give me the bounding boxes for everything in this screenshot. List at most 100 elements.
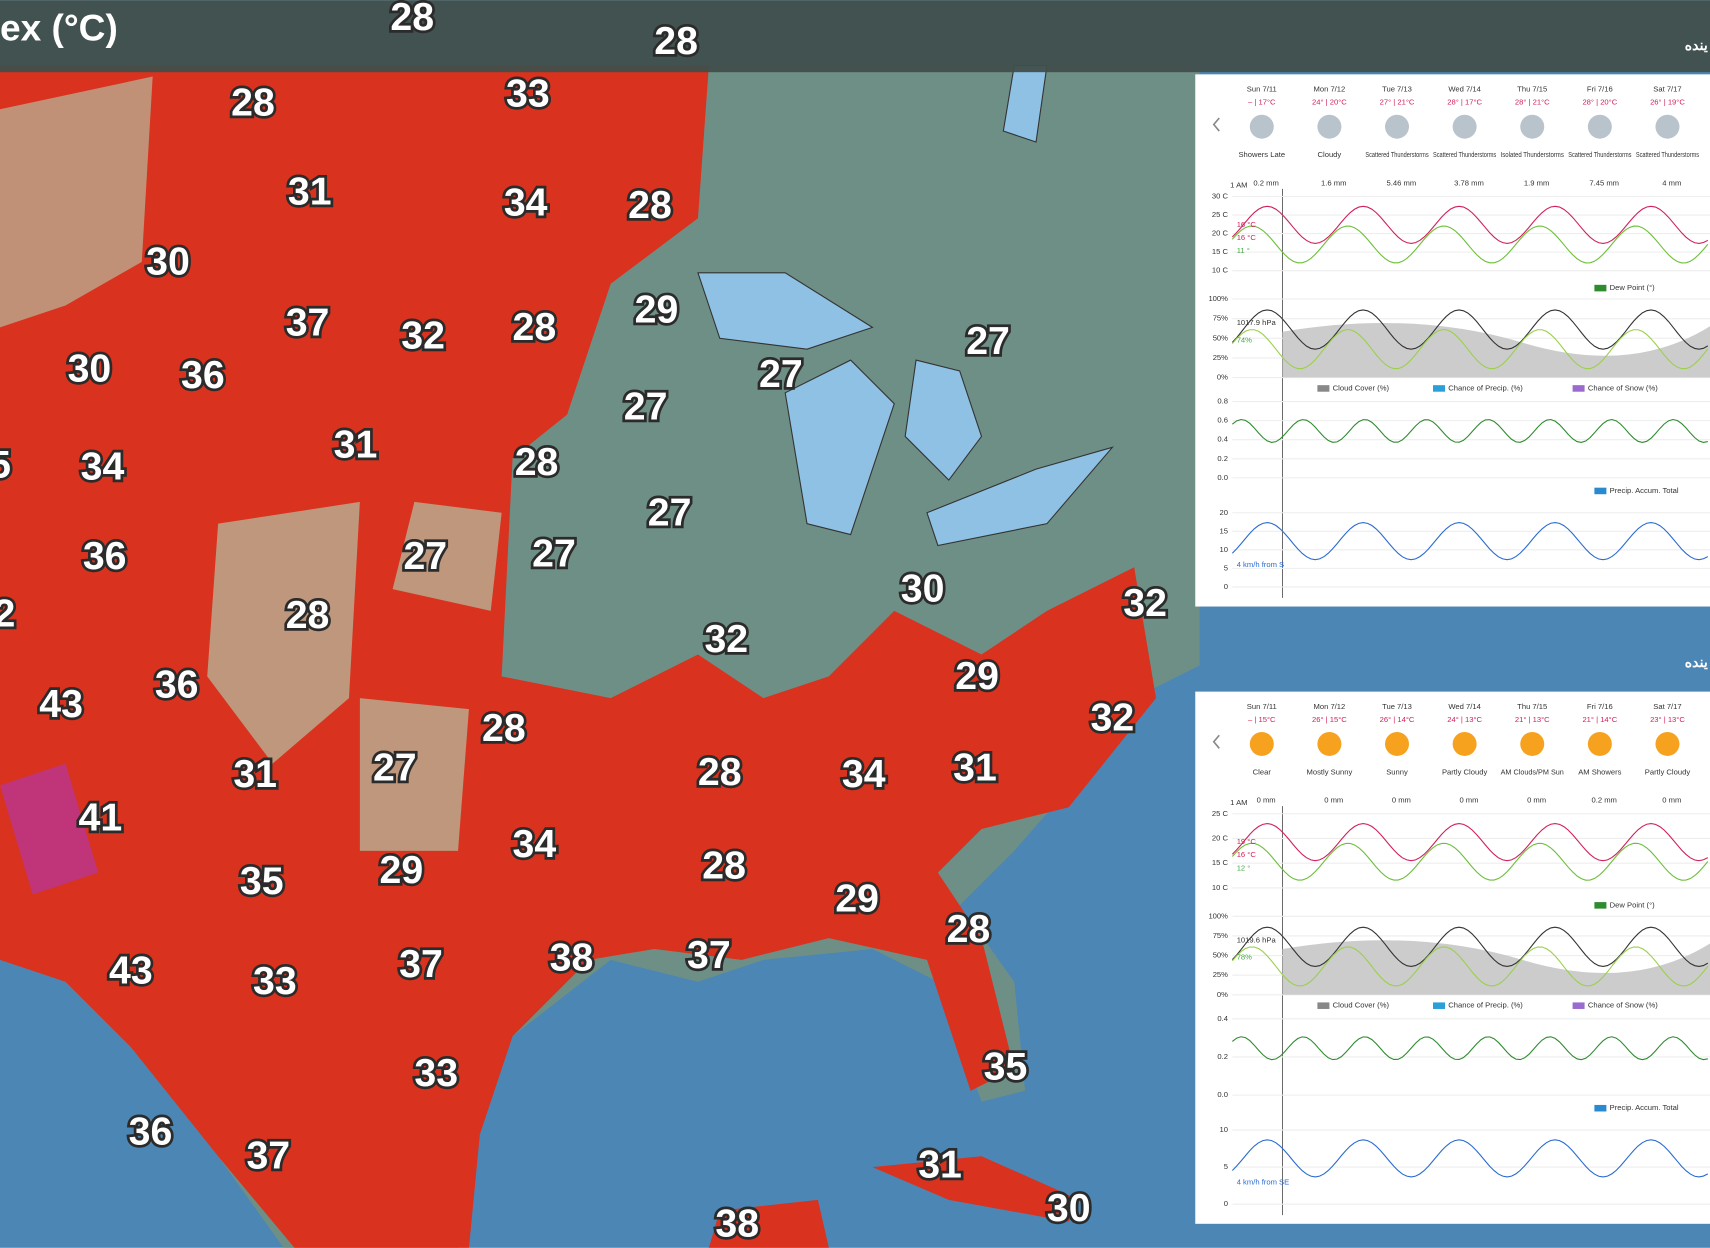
condition: Isolated Thunderstorms bbox=[1501, 150, 1564, 159]
weather-icon bbox=[1520, 731, 1545, 756]
weather-icon bbox=[1317, 731, 1342, 756]
temp-label: 32 bbox=[1091, 695, 1135, 739]
temp-label: 29 bbox=[635, 287, 679, 331]
temp-label: 28 bbox=[654, 19, 698, 63]
day-temp: 26° | 14°C bbox=[1380, 715, 1415, 724]
precip-amount: 0 mm bbox=[1324, 796, 1343, 805]
day-label: Thu 7/15 bbox=[1517, 85, 1547, 94]
forecast-panel: ینده Sun 7/11 – | 17°C Showers Late 0.2 mm Mo… bbox=[1195, 38, 1710, 607]
condition: Partly Cloudy bbox=[1442, 767, 1488, 776]
chart-line bbox=[1232, 1036, 1708, 1061]
temp-label: 38 bbox=[550, 935, 594, 979]
chart-line bbox=[1231, 522, 1709, 561]
annotation: 16 °C bbox=[1237, 233, 1257, 242]
header-bar bbox=[0, 0, 1710, 73]
chart-line bbox=[1231, 842, 1709, 881]
precip-amount: 0 mm bbox=[1527, 796, 1546, 805]
precip-amount: 0 mm bbox=[1459, 796, 1478, 805]
temp-label: 37 bbox=[399, 942, 443, 986]
day-temp: 24° | 20°C bbox=[1312, 98, 1347, 107]
temp-label: 33 bbox=[506, 72, 550, 116]
temp-label: 27 bbox=[966, 319, 1010, 363]
temp-label: 37 bbox=[687, 933, 731, 977]
axis-label: 25 C bbox=[1212, 809, 1229, 818]
axis-label: 0.2 bbox=[1217, 1052, 1228, 1061]
axis-label: 0 bbox=[1224, 1199, 1228, 1208]
weather-icon bbox=[1655, 731, 1680, 756]
temp-label: 31 bbox=[918, 1142, 962, 1186]
day-label: Sun 7/11 bbox=[1247, 702, 1277, 711]
precip-amount: 5.46 mm bbox=[1387, 178, 1417, 187]
axis-label: 30 C bbox=[1212, 192, 1229, 201]
precip-amount: 0 mm bbox=[1392, 796, 1411, 805]
chart-line bbox=[1231, 329, 1709, 370]
axis-label: 10 bbox=[1219, 545, 1227, 554]
temp-label: 43 bbox=[39, 682, 83, 726]
axis-label: 25% bbox=[1213, 353, 1228, 362]
temp-label: 28 bbox=[513, 305, 557, 349]
legend-label: Chance of Snow (%) bbox=[1588, 1001, 1658, 1010]
temp-label: 30 bbox=[68, 346, 112, 390]
legend-label: Chance of Precip. (%) bbox=[1448, 383, 1523, 392]
nav-arrow[interactable] bbox=[1212, 734, 1220, 749]
axis-label: 0% bbox=[1217, 373, 1228, 382]
temp-label: 38 bbox=[715, 1201, 759, 1245]
cool-highland bbox=[207, 501, 502, 851]
temp-label: 27 bbox=[759, 352, 803, 396]
precip-amount: 3.78 mm bbox=[1454, 178, 1484, 187]
temp-label: 28 bbox=[231, 80, 275, 124]
day-temp: 28° | 17°C bbox=[1447, 98, 1482, 107]
temp-label: 36 bbox=[83, 534, 127, 578]
temp-label: 28 bbox=[947, 907, 991, 951]
legend-swatch bbox=[1594, 284, 1607, 292]
weather-icon bbox=[1249, 114, 1274, 139]
weather-icon bbox=[1587, 731, 1612, 756]
axis-label: 0.4 bbox=[1217, 1014, 1228, 1023]
forecast-panel: ینده Sun 7/11 – | 15°C Clear 0 mm Mon 7/12 26°… bbox=[1195, 655, 1710, 1224]
precip-amount: 0.2 mm bbox=[1592, 796, 1617, 805]
annotation: 16 °C bbox=[1237, 220, 1257, 229]
precip-amount: 0 mm bbox=[1662, 796, 1681, 805]
day-label: Sun 7/11 bbox=[1247, 85, 1277, 94]
temp-label: 31 bbox=[233, 752, 277, 796]
temp-label: 34 bbox=[81, 445, 125, 489]
axis-label: 20 C bbox=[1212, 229, 1229, 238]
axis-label: 10 C bbox=[1212, 266, 1229, 275]
weather-icon bbox=[1385, 731, 1410, 756]
day-label: Wed 7/14 bbox=[1448, 85, 1481, 94]
island bbox=[708, 1156, 1080, 1248]
legend-label: Cloud Cover (%) bbox=[1333, 1001, 1390, 1010]
temp-label: 37 bbox=[286, 301, 330, 345]
temp-label: 27 bbox=[624, 385, 668, 429]
time-label: 1 AM bbox=[1230, 181, 1247, 190]
annotation: 74% bbox=[1237, 335, 1252, 344]
annotation: 16 °C bbox=[1237, 850, 1257, 859]
temp-label: 33 bbox=[414, 1051, 458, 1095]
axis-label: 5 bbox=[1224, 563, 1228, 572]
axis-label: 100% bbox=[1208, 911, 1228, 920]
temp-label: 27 bbox=[373, 746, 417, 790]
condition: Scattered Thunderstorms bbox=[1568, 150, 1631, 159]
legend-swatch bbox=[1317, 385, 1330, 392]
precip-amount: 4 mm bbox=[1662, 178, 1681, 187]
day-temp: – | 17°C bbox=[1248, 98, 1276, 107]
temp-label: 30 bbox=[1047, 1186, 1091, 1230]
legend-swatch bbox=[1594, 487, 1607, 495]
axis-label: 25% bbox=[1213, 970, 1228, 979]
legend-swatch bbox=[1594, 902, 1607, 909]
axis-label: 0% bbox=[1217, 990, 1228, 999]
chart-line bbox=[1231, 205, 1709, 244]
legend-label: Cloud Cover (%) bbox=[1333, 383, 1390, 392]
day-temp: 24° | 13°C bbox=[1447, 715, 1482, 724]
condition: Sunny bbox=[1386, 767, 1408, 776]
time-label: 1 AM bbox=[1230, 798, 1247, 807]
nav-arrow[interactable] bbox=[1212, 117, 1220, 132]
day-label: Mon 7/12 bbox=[1313, 702, 1345, 711]
temp-label: 43 bbox=[109, 948, 153, 992]
axis-label: 0 bbox=[1224, 582, 1228, 591]
temp-label: 41 bbox=[78, 796, 122, 840]
axis-label: 15 bbox=[1219, 526, 1227, 535]
temp-label: 31 bbox=[334, 423, 378, 467]
